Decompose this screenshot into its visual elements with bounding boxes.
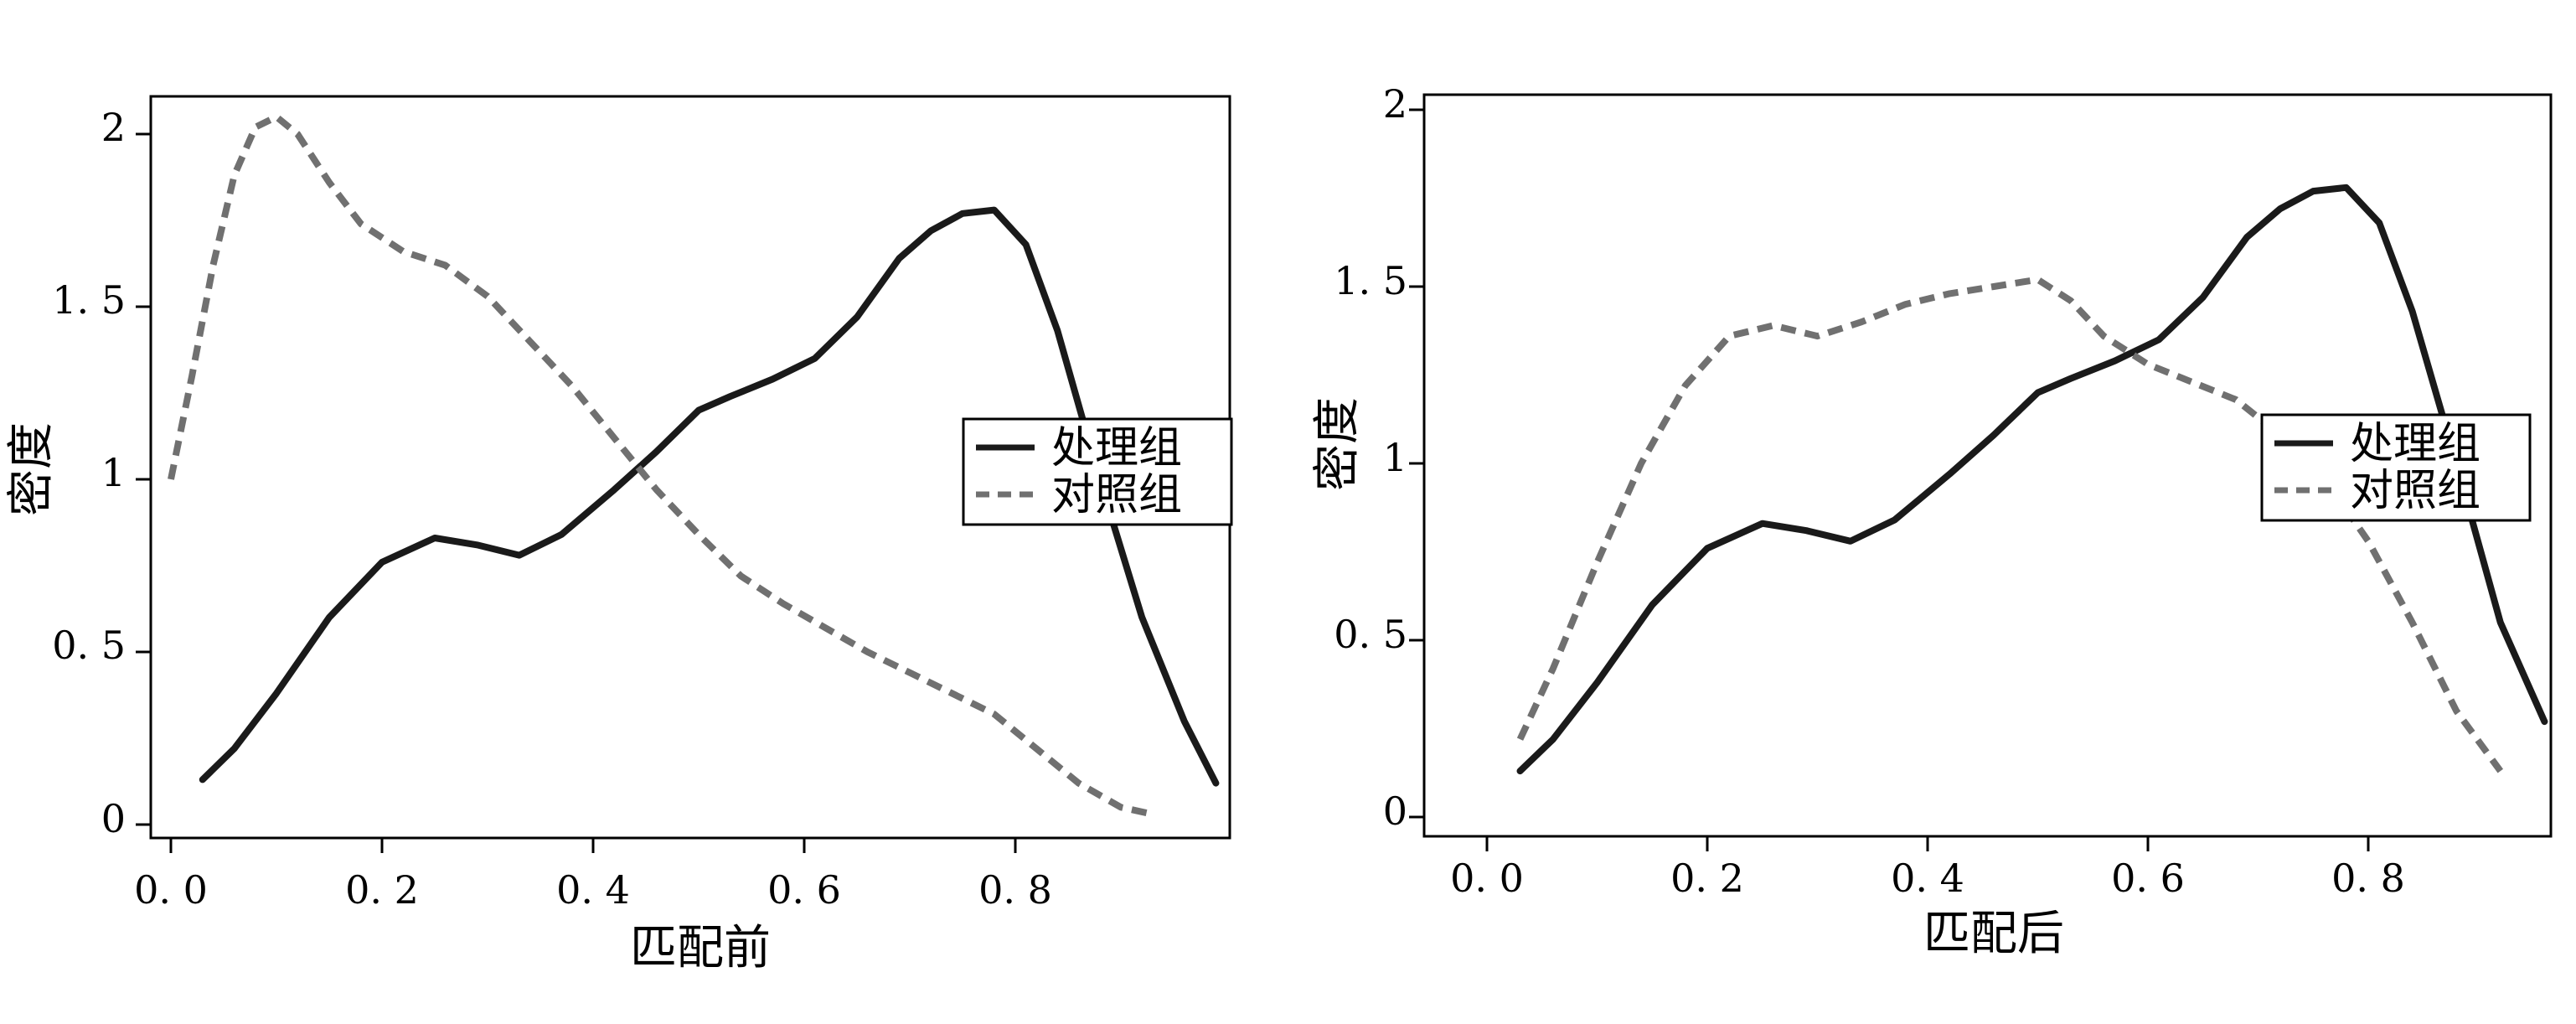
left-x-axis-title: 匹配前 [630,921,771,975]
right-ytick-label-3: 1. 5 [1334,258,1407,303]
right-xtick-label-3: 0. 6 [2111,856,2185,901]
right-y-axis-title: 密度 [1310,397,1365,491]
right-series-line-treatment [1516,184,2548,775]
left-xtick-label-3: 0. 6 [767,867,841,913]
left-axis-ticks [136,132,1017,853]
left-xtick-label-0: 0. 0 [134,867,208,913]
right-xtick-label-0: 0. 0 [1450,856,1524,901]
right-xtick-label-2: 0. 4 [1891,856,1964,901]
right-legend-label-treatment: 处理组 [2350,419,2480,469]
left-ytick-label-3: 1. 5 [52,277,126,323]
left-series-line-treatment [199,206,1220,787]
left-xtick-label-4: 0. 8 [978,867,1052,913]
left-ytick-label-1: 0. 5 [52,623,126,668]
right-legend-label-control: 对照组 [2350,466,2480,516]
left-xtick-label-2: 0. 4 [556,867,630,913]
left-legend-label-treatment: 处理组 [1051,423,1182,473]
left-xtick-label-1: 0. 2 [345,867,419,913]
right-ytick-label-1: 0. 5 [1334,612,1407,657]
right-x-axis-title: 匹配后 [1923,907,2064,961]
left-legend-label-control: 对照组 [1051,470,1182,520]
left-ytick-label-4: 2 [101,105,126,150]
right-legend-box [2260,413,2532,522]
left-ytick-label-2: 1 [101,450,126,495]
right-xtick-label-4: 0. 8 [2331,856,2405,901]
right-ytick-label-4: 2 [1383,81,1407,127]
left-legend: 处理组 对照组 [962,417,1233,526]
left-y-axis-title: 密度 [4,422,59,516]
right-legend: 处理组 对照组 [2260,413,2532,522]
left-ytick-label-0: 0 [101,796,126,841]
right-axis-ticks [1409,108,2370,851]
right-ytick-label-2: 1 [1383,435,1407,480]
left-legend-box [962,417,1233,526]
right-plot-frame [1422,93,2553,838]
right-series-line-control [1516,276,2504,773]
left-series-lines [168,113,1220,818]
left-chart-panel: 0 0. 5 1 1. 5 2 0. 0 0. 2 0. 4 0. 6 0. 8… [4,95,1233,975]
right-series-lines [1516,184,2548,775]
left-series-line-control [168,113,1154,818]
right-xtick-label-1: 0. 2 [1670,856,1744,901]
right-ytick-label-0: 0 [1383,789,1407,834]
right-chart-panel: 0 0. 5 1 1. 5 2 0. 0 0. 2 0. 4 0. 6 0. 8… [1310,81,2553,961]
